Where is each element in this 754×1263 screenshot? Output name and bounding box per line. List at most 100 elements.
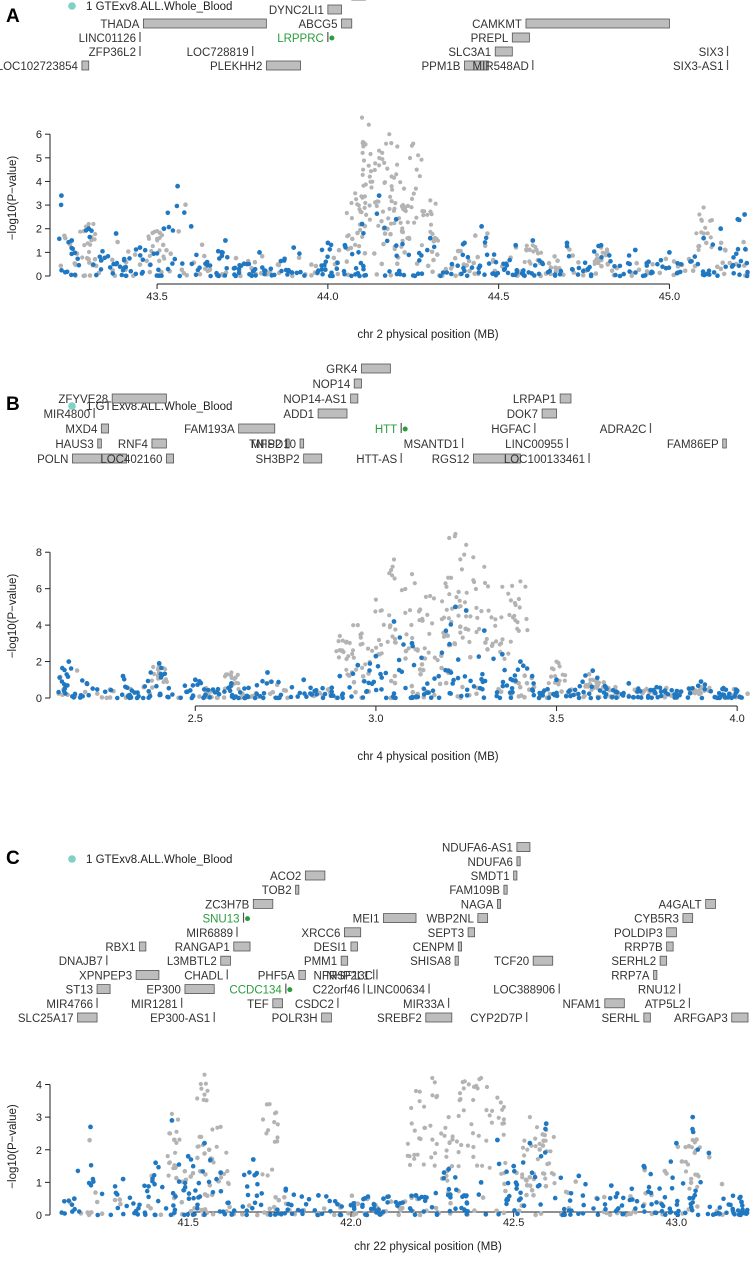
background-point [445,1178,450,1183]
background-point [374,272,380,277]
lead-point [327,273,333,279]
lead-point [289,1211,295,1217]
lead-point [361,1196,366,1202]
lead-point [589,684,595,690]
background-point [430,269,435,275]
background-peak [394,172,399,177]
background-point [594,252,600,257]
background-point [146,234,151,239]
lead-point [374,1210,379,1215]
lead-point [613,272,618,278]
background-point [484,1084,490,1090]
gene-label: CCDC134 [229,985,282,997]
background-point [515,626,520,631]
lead-point [731,271,736,276]
lead-point [646,1184,652,1190]
lead-point [201,687,207,692]
lead-point [415,271,421,277]
gene-box [473,453,521,464]
lead-peak [641,1163,647,1169]
panel-letter: C [6,848,20,869]
lead-point [241,261,247,267]
lead-point [484,252,490,258]
background-point [358,642,363,647]
lead-point [278,692,284,698]
lead-peak [511,1163,517,1169]
lead-peak [530,238,536,243]
lead-point [735,1208,741,1213]
background-point [173,1150,178,1155]
background-point [641,688,647,694]
background-point [476,1133,481,1138]
background-point [89,238,94,243]
background-point [199,1134,204,1139]
background-point [402,250,407,255]
background-point [604,1210,609,1216]
gene-label: SLC3A1 [448,47,491,59]
lead-point [190,683,196,688]
background-point [502,656,507,662]
background-point [413,647,418,652]
lead-point [186,1191,192,1196]
lead-point [177,273,182,279]
background-point [464,263,470,268]
lead-point [680,1181,686,1186]
background-point [425,612,430,618]
lead-point [465,254,471,260]
lead-point [197,679,202,684]
lead-point [364,689,369,694]
background-point [741,239,746,245]
lead-point [128,695,134,700]
lead-point [453,1206,458,1211]
lead-point [299,1194,305,1199]
gene-box [304,870,326,881]
lead-point [295,694,301,699]
lead-peak [413,1193,419,1198]
gene-label: PLEKHH2 [210,61,262,73]
lead-point [558,1175,564,1181]
background-point [417,1099,422,1104]
background-point [719,1181,725,1187]
background-point [147,269,153,275]
background-point [417,1212,423,1218]
lead-point [626,253,632,258]
background-point [409,1121,414,1126]
background-point [336,247,342,253]
background-point [115,239,120,245]
lead-point [660,264,665,270]
background-peak [373,597,378,602]
y-tick-label: 6 [36,584,42,596]
gene-label: EP300 [146,985,181,997]
gene-label: SH3BP2 [256,454,300,466]
gene-label: ABCG8 [309,0,348,3]
lead-point [621,1211,626,1216]
lead-point [583,1181,588,1187]
background-point [644,269,650,274]
lead-point [362,273,367,278]
lead-point [655,261,660,267]
lead-point [361,231,366,236]
lead-point [356,250,361,255]
lead-peak [325,240,331,246]
background-point [58,263,64,269]
lead-point [520,1160,526,1165]
background-point [162,256,167,261]
lead-point [436,673,442,679]
lead-point [538,1154,544,1159]
lead-point [695,683,701,689]
lead-point [481,695,487,700]
lead-point [334,266,340,272]
lead-point [384,238,390,244]
y-tick-label: 4 [36,176,42,188]
highlight-gene-dot [329,35,335,41]
lead-point [480,671,485,677]
lead-point [261,695,266,701]
lead-point [482,272,487,278]
lead-point [613,1194,619,1200]
gene-label: SIX3 [699,47,724,59]
background-point [235,672,240,677]
background-peak [353,191,358,196]
lead-peak [690,1114,696,1120]
background-point [556,682,561,687]
